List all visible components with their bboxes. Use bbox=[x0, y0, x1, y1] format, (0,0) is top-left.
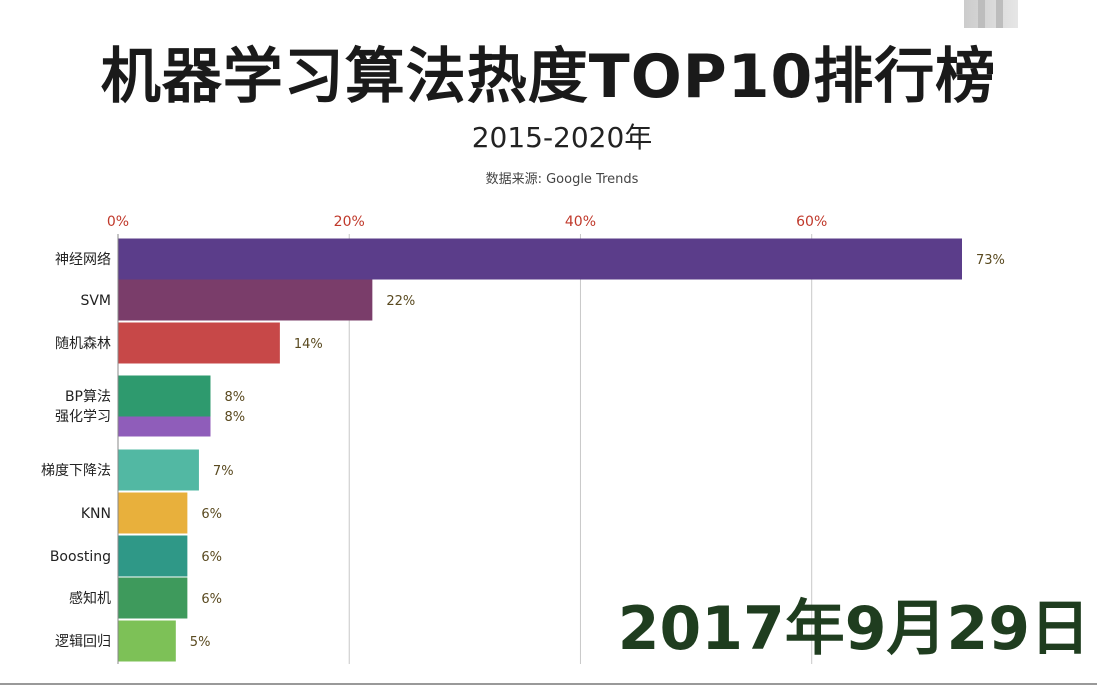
category-label-1: SVM bbox=[80, 293, 111, 309]
category-label-5: 梯度下降法 bbox=[41, 463, 111, 479]
value-label-6: 6% bbox=[201, 507, 222, 522]
pause-icon[interactable] bbox=[964, 0, 1018, 28]
category-label-6: KNN bbox=[81, 506, 111, 522]
value-label-4: 8% bbox=[224, 410, 245, 425]
category-label-8: 感知机 bbox=[69, 590, 111, 607]
chart-title: 机器学习算法热度TOP10排行榜 bbox=[100, 42, 997, 112]
bar-2 bbox=[118, 322, 280, 364]
x-tick-label-60: 60% bbox=[796, 214, 827, 230]
bar-6 bbox=[118, 492, 188, 534]
category-label-3: BP算法 bbox=[65, 389, 111, 405]
value-label-1: 22% bbox=[386, 294, 415, 309]
value-label-8: 6% bbox=[201, 592, 222, 607]
x-tick-label-0: 0% bbox=[107, 214, 129, 230]
value-label-2: 14% bbox=[294, 337, 323, 352]
bar-3 bbox=[118, 375, 211, 417]
bar-8 bbox=[118, 577, 188, 619]
chart-subtitle: 2015-2020年 bbox=[471, 121, 653, 154]
x-tick-label-20: 20% bbox=[334, 214, 365, 230]
date-stamp: 2017年9月29日 bbox=[617, 594, 1090, 664]
value-label-7: 6% bbox=[201, 550, 222, 565]
value-label-3: 8% bbox=[224, 390, 245, 405]
category-label-7: Boosting bbox=[50, 549, 111, 565]
category-label-2: 随机森林 bbox=[55, 336, 111, 352]
x-tick-label-40: 40% bbox=[565, 214, 596, 230]
value-label-9: 5% bbox=[190, 635, 211, 650]
value-label-0: 73% bbox=[976, 253, 1005, 268]
bar-0 bbox=[118, 238, 962, 280]
category-label-9: 逻辑回归 bbox=[55, 633, 111, 650]
category-label-0: 神经网络 bbox=[55, 252, 111, 268]
bar-9 bbox=[118, 620, 176, 662]
bar-5 bbox=[118, 449, 199, 491]
bar-1 bbox=[118, 279, 373, 321]
data-source-note: 数据来源: Google Trends bbox=[485, 172, 639, 187]
bar-7 bbox=[118, 535, 188, 577]
value-label-5: 7% bbox=[213, 464, 234, 479]
category-label-4: 强化学习 bbox=[55, 409, 111, 425]
